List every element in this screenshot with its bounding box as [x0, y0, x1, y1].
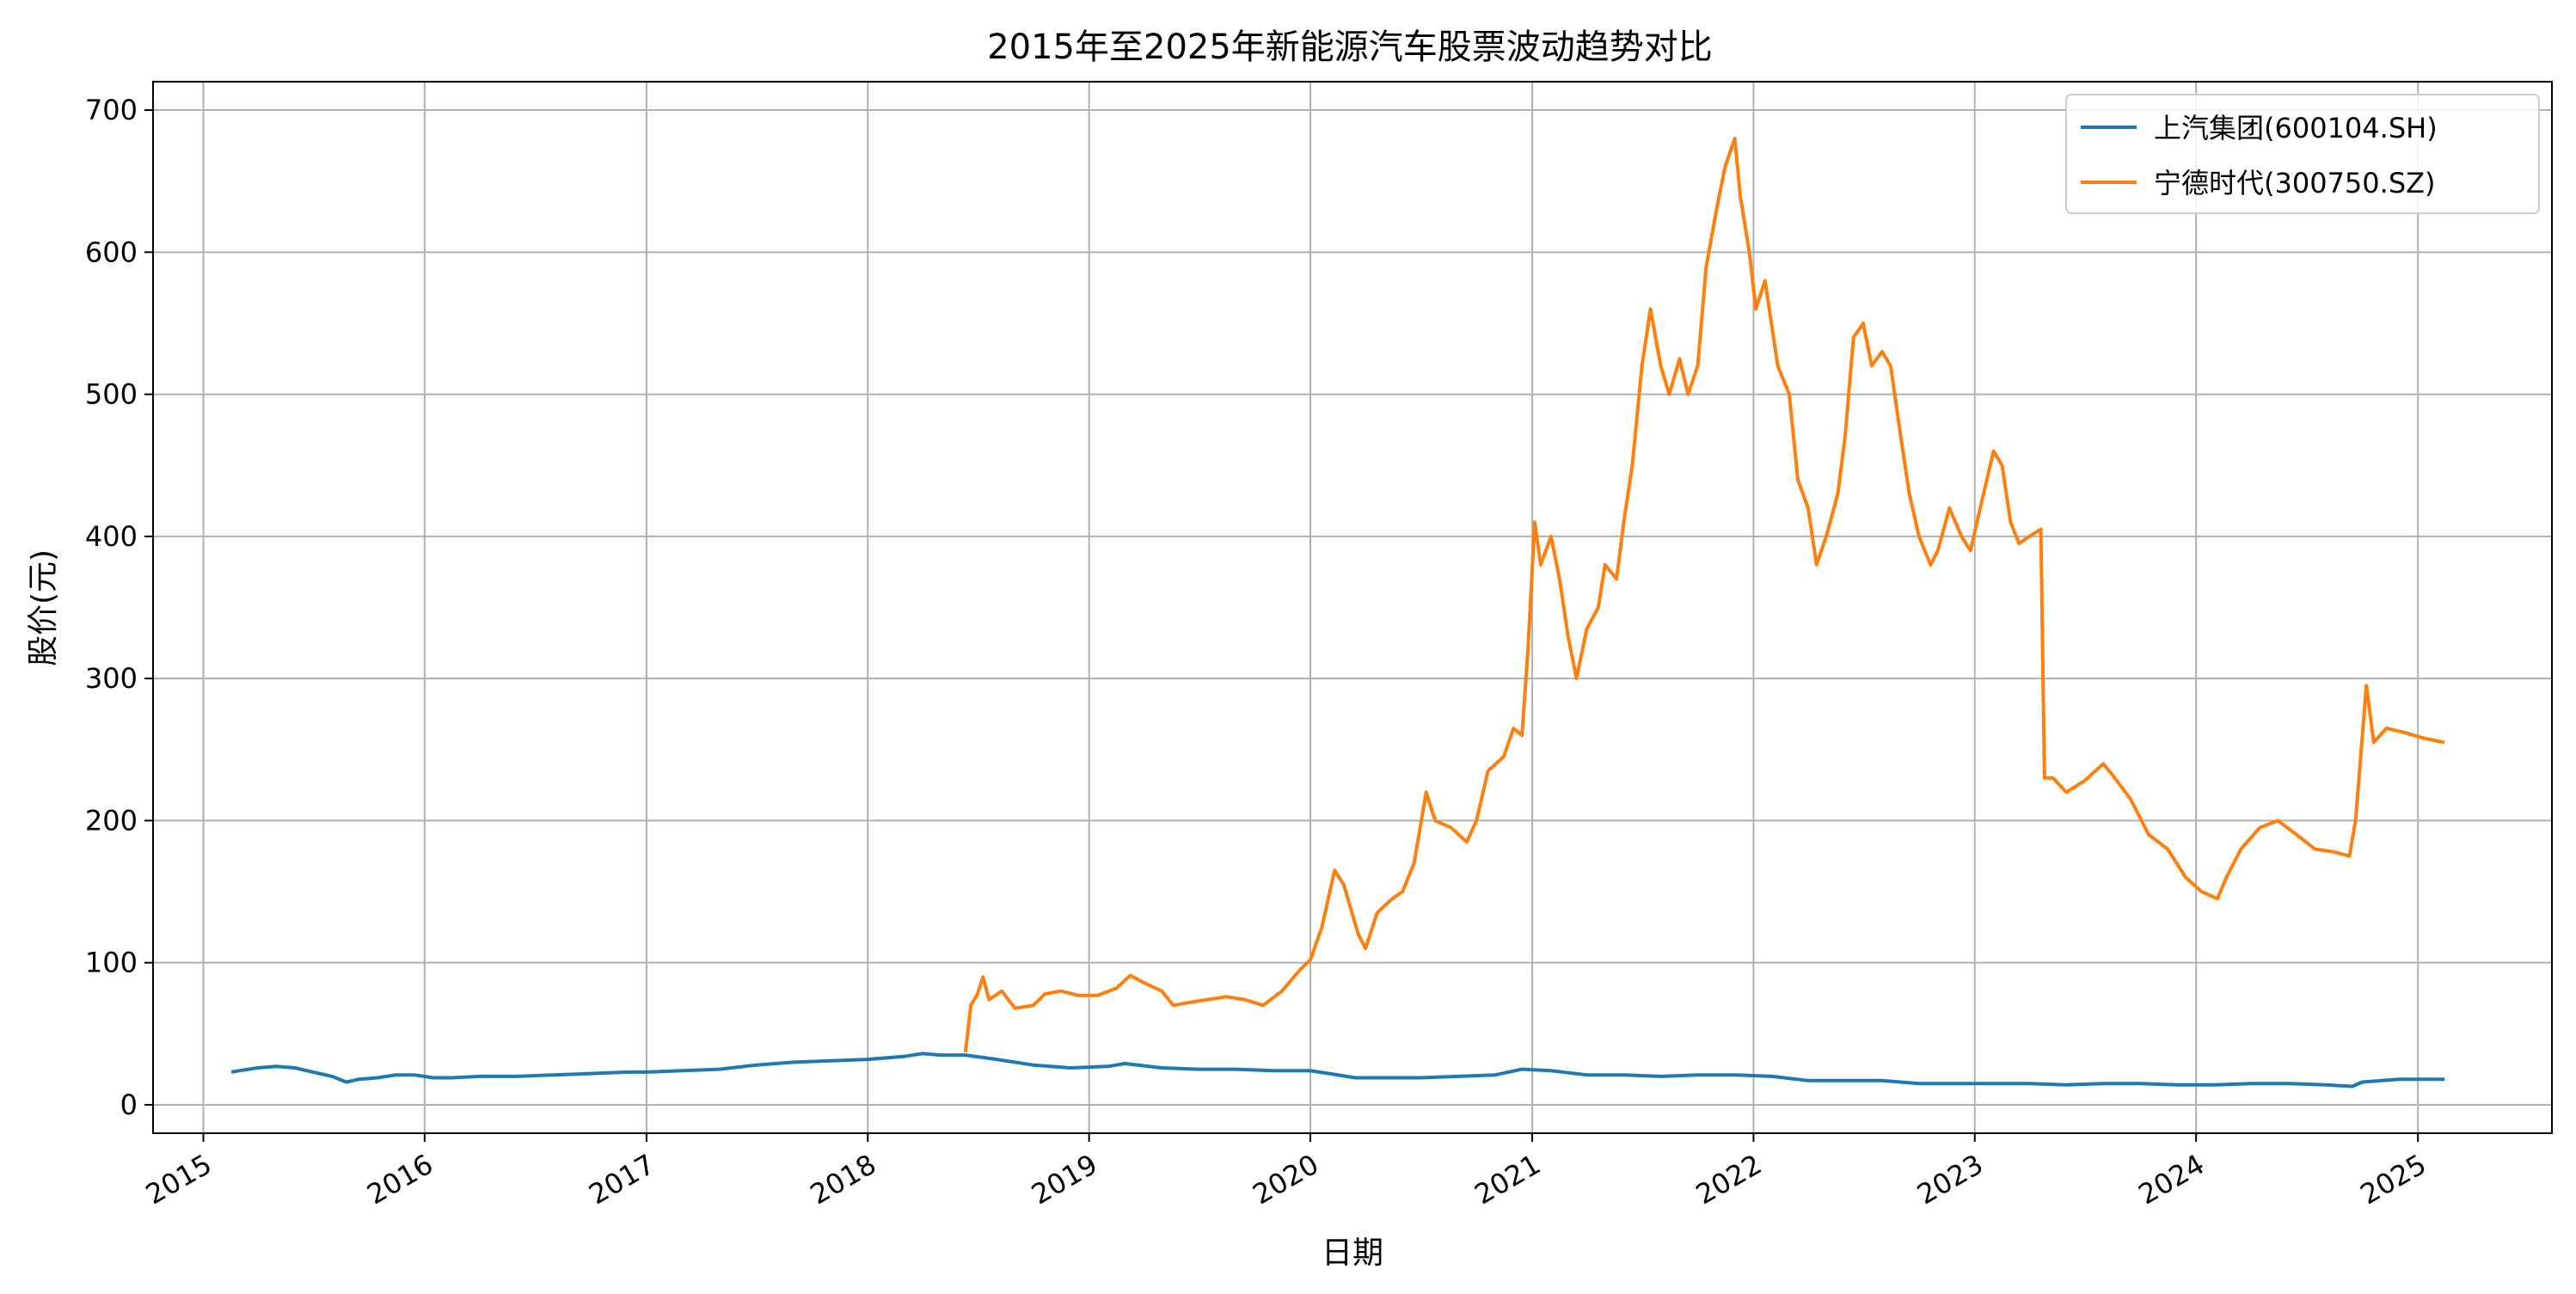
chart-title: 2015年至2025年新能源汽车股票波动趋势对比	[987, 28, 1713, 67]
y-tick-label: 500	[85, 378, 138, 411]
legend-label-catl: 宁德时代(300750.SZ)	[2154, 167, 2436, 199]
legend-label-saic: 上汽集团(600104.SH)	[2154, 112, 2438, 144]
y-tick-label: 400	[85, 520, 138, 553]
series-line-catl	[963, 137, 2445, 1053]
y-tick-label: 600	[85, 236, 138, 268]
series-line-saic	[230, 1052, 2445, 1089]
legend: 上汽集团(600104.SH) 宁德时代(300750.SZ)	[2065, 94, 2540, 214]
y-axis-label: 股价(元)	[26, 549, 61, 666]
plot-area-frame	[152, 81, 2553, 1134]
y-tick-label: 300	[85, 662, 138, 695]
y-tick-label: 100	[85, 947, 138, 979]
y-tick-label: 700	[85, 94, 138, 126]
series-lines	[230, 137, 2445, 1089]
x-axis-label: 日期	[1322, 1236, 1383, 1271]
y-axis-ticks: 0 100 200 300 400 500 600 700	[85, 94, 153, 1121]
y-tick-label: 0	[120, 1089, 138, 1121]
y-tick-label: 200	[85, 804, 138, 837]
legend-box	[2065, 94, 2540, 214]
